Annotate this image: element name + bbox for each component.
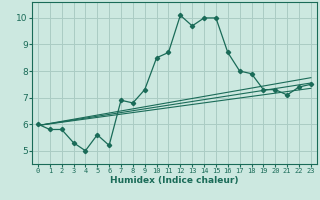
X-axis label: Humidex (Indice chaleur): Humidex (Indice chaleur) xyxy=(110,176,239,185)
